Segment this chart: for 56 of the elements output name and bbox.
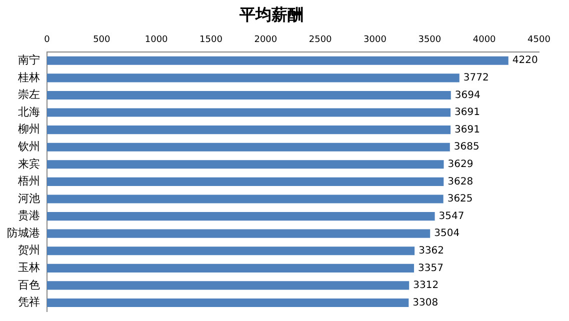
y-tick-label: 北海: [18, 105, 40, 118]
data-label: 3308: [412, 297, 438, 308]
data-label: 3685: [454, 142, 480, 153]
y-tick-label: 桂林: [17, 70, 40, 84]
bar: [47, 229, 430, 238]
bar: [47, 264, 414, 272]
data-label: 3362: [418, 245, 444, 256]
y-tick-label: 河池: [18, 192, 40, 205]
data-label: 3357: [418, 262, 444, 274]
bar: [47, 160, 444, 169]
x-tick-label: 3500: [418, 34, 442, 45]
data-label: 3691: [454, 124, 480, 136]
data-label: 3772: [463, 72, 489, 84]
y-tick-label: 百色: [18, 278, 40, 292]
x-tick-label: 4000: [472, 34, 496, 45]
y-tick-label: 钦州: [17, 140, 40, 153]
x-tick-label: 1500: [200, 34, 223, 45]
bar: [47, 74, 460, 82]
bar: [47, 212, 435, 221]
bar: [47, 177, 444, 186]
data-label: 3691: [454, 107, 480, 118]
x-tick-label: 2500: [308, 34, 332, 45]
data-label: 3547: [438, 210, 464, 222]
x-tick-label: 4500: [528, 34, 551, 45]
data-label: 3628: [448, 176, 474, 188]
x-tick-label: 0: [44, 34, 50, 45]
x-tick-label: 2000: [254, 34, 278, 45]
y-tick-label: 崇左: [18, 88, 40, 102]
data-label: 3504: [434, 228, 460, 240]
bar: [47, 246, 415, 256]
y-tick-label: 来宾: [18, 157, 40, 170]
y-tick-label: 凭祥: [18, 296, 40, 309]
y-tick-label: 贵港: [18, 209, 40, 222]
bar: [47, 194, 444, 204]
bar: [47, 281, 410, 290]
data-label: 3312: [413, 280, 439, 292]
chart-title: 平均薪酬: [238, 4, 304, 24]
bar: [47, 298, 409, 308]
bar: [47, 108, 451, 117]
data-label: 3629: [448, 159, 474, 170]
bar: [47, 142, 450, 152]
x-tick-label: 500: [93, 34, 111, 45]
y-tick-label: 贺州: [18, 244, 40, 257]
data-label: 3625: [447, 194, 473, 205]
x-tick-label: 1000: [144, 34, 168, 45]
bar: [47, 126, 451, 134]
bar: [47, 90, 451, 100]
y-tick-label: 柳州: [18, 122, 40, 136]
data-label: 3694: [454, 90, 480, 101]
bar: [47, 56, 508, 65]
y-tick-label: 梧州: [17, 174, 40, 188]
data-label: 4220: [512, 55, 538, 66]
x-tick-label: 3000: [364, 34, 387, 45]
y-tick-label: 玉林: [18, 261, 40, 274]
y-tick-label: 防城港: [7, 226, 40, 240]
y-tick-label: 南宁: [18, 54, 40, 67]
